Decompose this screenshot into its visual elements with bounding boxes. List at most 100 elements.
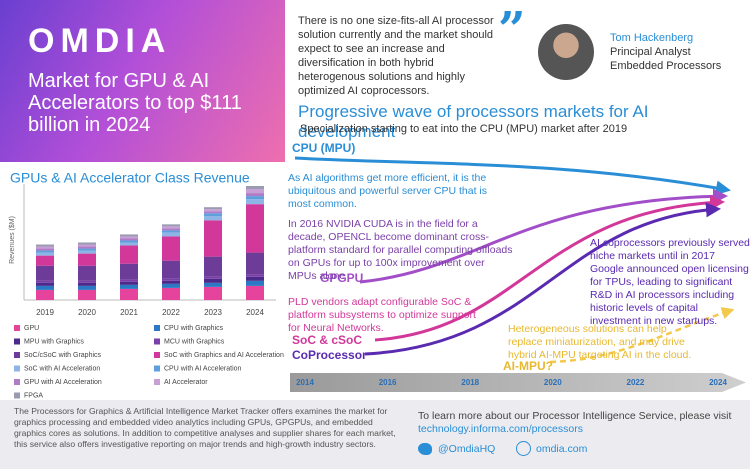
- bar-segment: [204, 216, 222, 221]
- label-coprocessor: CoProcessor: [292, 348, 367, 362]
- curve-cpu: [294, 156, 731, 196]
- label-gpgpu: GPGPU: [320, 271, 364, 285]
- bar-segment: [162, 283, 180, 288]
- bar-segment: [120, 234, 138, 237]
- bar-segment: [162, 280, 180, 284]
- bar-segment: [120, 238, 138, 241]
- bar-segment: [78, 244, 96, 247]
- curve-aimpu: [549, 307, 735, 364]
- note: In 2016 NVIDIA CUDA is in the field for …: [288, 218, 513, 282]
- legend-label: CPU with AI Acceleration: [164, 365, 242, 372]
- y-axis-label: Revenues ($M): [9, 216, 16, 264]
- bar-segment: [162, 260, 180, 279]
- footer-description: The Processors for Graphics & Artificial…: [14, 406, 396, 449]
- bar-segment: [204, 276, 222, 279]
- bar-segment: [36, 244, 54, 247]
- legend-swatch: [154, 379, 160, 385]
- x-tick-label: 2020: [78, 308, 96, 317]
- portrait: [538, 24, 594, 80]
- bar-segment: [204, 278, 222, 283]
- bar-segment: [36, 246, 54, 249]
- curve-coprocessor: [364, 202, 721, 356]
- bar-segment: [78, 265, 96, 281]
- bar-segment: [78, 248, 96, 251]
- bar-segment: [204, 256, 222, 277]
- globe-icon: [516, 441, 531, 456]
- bar-segment: [246, 189, 264, 194]
- note: As AI algorithms get more efficient, it …: [288, 172, 488, 210]
- legend-swatch: [154, 325, 160, 331]
- bar-segment: [246, 276, 264, 281]
- diagram: 2014 2016 2018 2020 2022 2024: [290, 156, 746, 392]
- curve-soc: [374, 195, 725, 342]
- legend-label: GPU with AI Acceleration: [24, 379, 102, 386]
- bar-segment: [204, 211, 222, 214]
- bar-segment: [246, 252, 264, 275]
- bar-segment: [204, 213, 222, 217]
- legend-label: AI Accelerator: [164, 379, 208, 386]
- bar-segment: [204, 286, 222, 300]
- bar-segment: [162, 224, 180, 227]
- x-tick-label: 2021: [120, 308, 138, 317]
- quote-name: Tom Hackenberg: [610, 32, 694, 44]
- legend-label: MPU with Graphics: [24, 338, 84, 345]
- bar-segment: [162, 278, 180, 281]
- bar-segment: [246, 285, 264, 300]
- note: PLD vendors adapt configurable SoC & pla…: [288, 296, 476, 334]
- label-soc: SoC & cSoC: [292, 333, 363, 347]
- chart-title: GPUs & AI Accelerator Class Revenue: [10, 170, 250, 186]
- bar-segment: [246, 196, 264, 200]
- bar-segment: [246, 186, 264, 190]
- bar-segment: [78, 246, 96, 249]
- diagram-title: Progressive wave of processors markets f…: [298, 102, 649, 141]
- bar-segment: [120, 284, 138, 289]
- bar-segment: [162, 226, 180, 229]
- legend-label: FPGA: [24, 392, 43, 399]
- bar-segment: [120, 281, 138, 285]
- chart: GPUs & AI Accelerator Class Revenue Reve…: [9, 170, 284, 400]
- bar-segment: [78, 289, 96, 300]
- bar-segment: [120, 263, 138, 280]
- timeline-year: 2024: [709, 378, 727, 387]
- bar-segment: [162, 236, 180, 261]
- timeline-year: 2020: [544, 378, 562, 387]
- bar-segment: [78, 285, 96, 290]
- legend-label: CPU with Graphics: [164, 325, 224, 332]
- legend-label: SoC with AI Acceleration: [24, 365, 100, 372]
- bar-segment: [120, 240, 138, 243]
- bar-segment: [120, 288, 138, 300]
- bar-segment: [36, 285, 54, 290]
- bar-segment: [162, 287, 180, 300]
- legend-label: MCU with Graphics: [164, 338, 225, 345]
- bar-segment: [120, 245, 138, 264]
- bar-segment: [78, 253, 96, 266]
- legend-swatch: [14, 379, 20, 385]
- bar-segment: [246, 274, 264, 277]
- bar-segment: [120, 279, 138, 282]
- bar-segment: [78, 242, 96, 245]
- curve-gpgpu: [359, 188, 728, 284]
- timeline-year: 2022: [627, 378, 645, 387]
- timeline-year: 2016: [379, 378, 397, 387]
- bar-segment: [162, 230, 180, 233]
- header-title: Market for GPU & AI Accelerators to top …: [28, 70, 242, 136]
- footer-url[interactable]: technology.informa.com/processors: [418, 423, 583, 435]
- footer-cta: To learn more about our Processor Intell…: [418, 410, 732, 422]
- twitter-handle[interactable]: @OmdiaHQ: [438, 443, 496, 455]
- legend-swatch: [14, 352, 20, 358]
- logo: OMDIA: [28, 22, 172, 60]
- bar-segment: [204, 209, 222, 212]
- quote-text: There is no one size-fits-all AI process…: [298, 15, 494, 97]
- bar-segment: [204, 207, 222, 210]
- bar-segment: [162, 232, 180, 237]
- bar-segment: [204, 282, 222, 287]
- legend-swatch: [154, 365, 160, 372]
- bar-segment: [120, 236, 138, 239]
- bar-segment: [36, 282, 54, 286]
- site-link[interactable]: omdia.com: [536, 443, 588, 455]
- footer: [0, 400, 750, 469]
- timeline-arrow: [290, 373, 746, 392]
- bar-segment: [36, 252, 54, 256]
- bar-segment: [36, 265, 54, 281]
